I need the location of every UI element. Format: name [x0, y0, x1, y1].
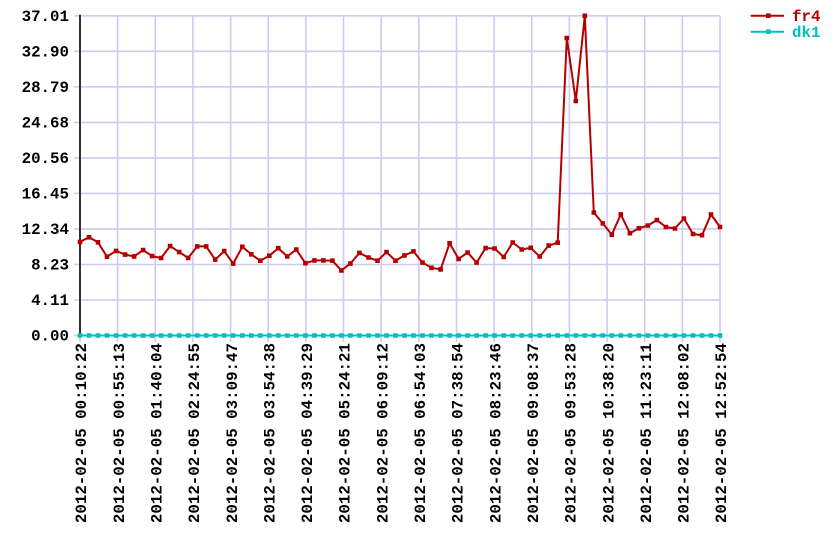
- svg-text:0.00: 0.00: [31, 328, 69, 346]
- svg-text:24.68: 24.68: [22, 115, 69, 133]
- svg-text:2012-02-05 09:53:28: 2012-02-05 09:53:28: [563, 343, 581, 523]
- svg-text:8.23: 8.23: [31, 257, 69, 275]
- svg-text:2012-02-05 10:38:20: 2012-02-05 10:38:20: [600, 343, 618, 523]
- svg-text:2012-02-05 09:08:37: 2012-02-05 09:08:37: [525, 343, 543, 523]
- svg-text:2012-02-05 00:10:22: 2012-02-05 00:10:22: [73, 343, 91, 523]
- svg-text:2012-02-05 12:08:02: 2012-02-05 12:08:02: [676, 343, 694, 523]
- svg-text:2012-02-05 01:40:04: 2012-02-05 01:40:04: [149, 342, 167, 523]
- svg-text:2012-02-05 06:09:12: 2012-02-05 06:09:12: [374, 343, 392, 523]
- svg-text:4.11: 4.11: [31, 292, 69, 310]
- svg-text:2012-02-05 04:39:29: 2012-02-05 04:39:29: [299, 343, 317, 523]
- svg-text:16.45: 16.45: [22, 186, 69, 204]
- svg-text:2012-02-05 03:54:38: 2012-02-05 03:54:38: [261, 343, 279, 523]
- svg-text:32.90: 32.90: [22, 44, 69, 62]
- svg-text:2012-02-05 12:52:54: 2012-02-05 12:52:54: [713, 342, 731, 523]
- svg-text:fr4: fr4: [792, 8, 821, 26]
- svg-text:2012-02-05 08:23:46: 2012-02-05 08:23:46: [487, 343, 505, 523]
- svg-text:12.34: 12.34: [22, 221, 70, 239]
- svg-text:2012-02-05 03:09:47: 2012-02-05 03:09:47: [224, 343, 242, 523]
- svg-text:2012-02-05 11:23:11: 2012-02-05 11:23:11: [638, 343, 656, 523]
- svg-text:2012-02-05 07:38:54: 2012-02-05 07:38:54: [450, 342, 468, 523]
- svg-text:20.56: 20.56: [22, 150, 69, 168]
- svg-text:2012-02-05 02:24:55: 2012-02-05 02:24:55: [186, 343, 204, 523]
- svg-text:28.79: 28.79: [22, 79, 69, 97]
- svg-text:2012-02-05 06:54:03: 2012-02-05 06:54:03: [412, 343, 430, 523]
- svg-text:dk1: dk1: [792, 24, 820, 42]
- svg-text:2012-02-05 05:24:21: 2012-02-05 05:24:21: [337, 343, 355, 523]
- svg-text:2012-02-05 00:55:13: 2012-02-05 00:55:13: [111, 343, 129, 523]
- svg-text:37.01: 37.01: [22, 8, 69, 26]
